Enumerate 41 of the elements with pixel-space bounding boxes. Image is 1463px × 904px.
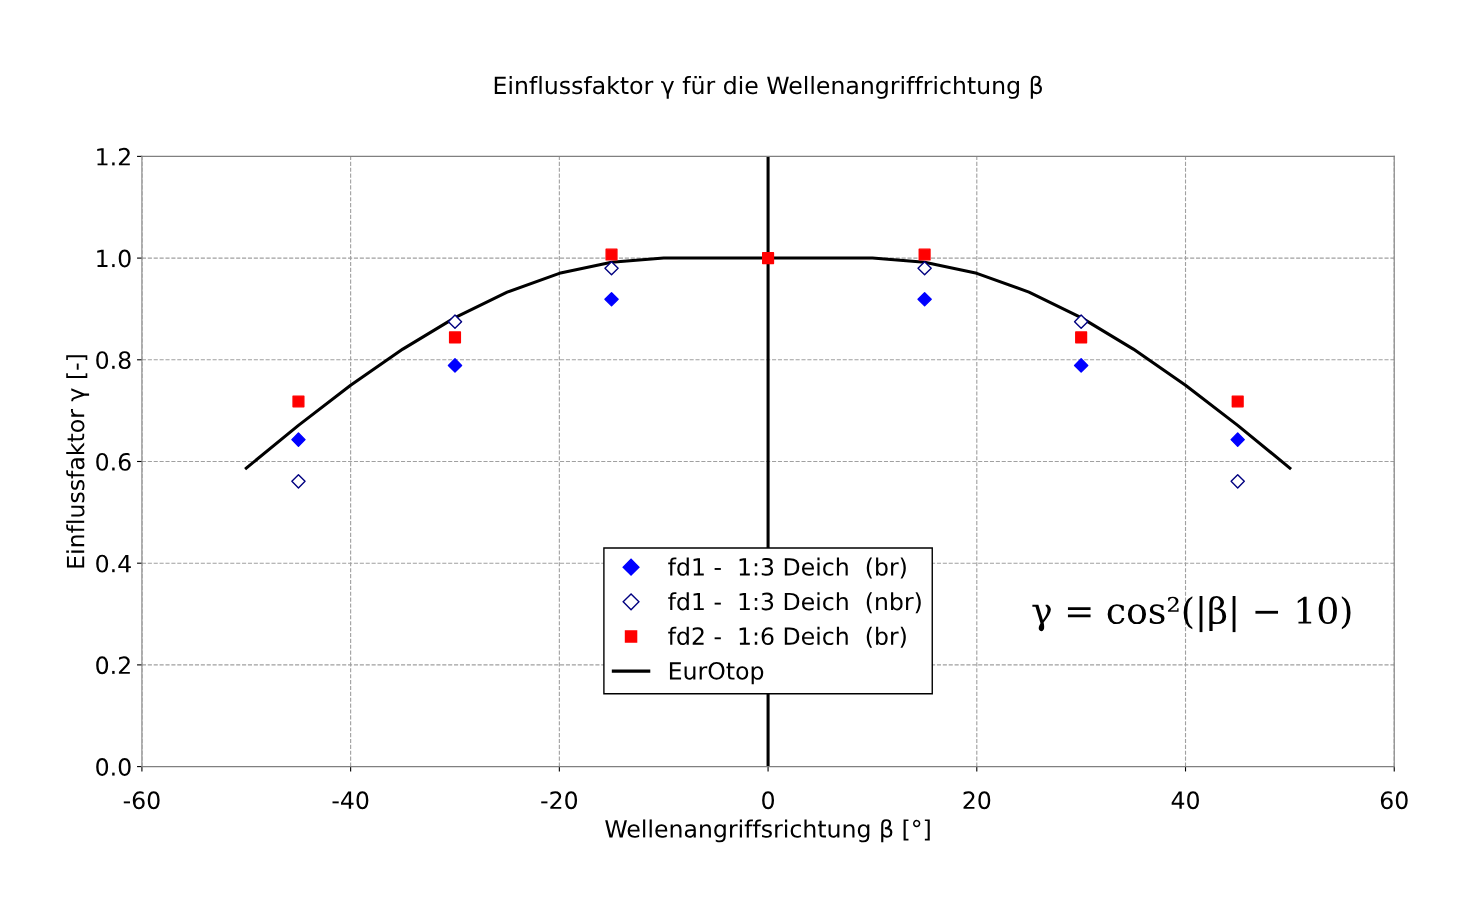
point [1075,331,1088,344]
point [604,260,619,276]
point [291,432,306,447]
point [605,248,618,261]
point [292,395,305,408]
y-tick-label: 0.2 [96,656,130,675]
y-tick-label: 1.2 [97,147,130,166]
x-axis-title: Wellenangriffsrichtung β [°] [605,819,930,843]
x-tick-label: 40 [1171,791,1199,810]
x-tick-label: 60 [1380,791,1408,810]
x-tick-label: 0 [762,791,775,810]
legend-label: EurOtop [669,661,764,685]
legend-label: fd1 - 1:3 Deich (br) [668,557,906,579]
point [447,314,463,329]
y-tick-label: 0.0 [96,758,131,776]
point [917,291,932,307]
point [1230,432,1245,447]
point [1231,395,1244,408]
point [604,291,619,307]
x-tick-label: -20 [541,791,578,810]
y-axis-title: Einflussfaktor γ [-] [66,355,90,568]
point [291,474,306,489]
point [1230,474,1245,489]
y-tick-label: 0.4 [96,554,131,573]
x-tick-label: -60 [123,791,160,810]
point [1073,314,1089,329]
point [1073,358,1089,373]
chart-title: Einflussfaktor γ für die Wellenangriffrichtung β [494,75,1042,99]
y-tick-label: 0.8 [96,351,131,370]
y-tick-label: 1.0 [97,249,131,268]
legend-label: fd2 - 1:6 Deich (br) [668,626,906,648]
x-tick-label: -40 [332,791,369,810]
x-tick-label: 20 [963,791,991,810]
annotation: γ = cos²(|β| − 10) [1032,595,1351,633]
y-tick-label: 0.6 [96,452,131,471]
legend-label: fd1 - 1:3 Deich (nbr) [668,592,921,614]
point [448,331,462,344]
point [917,260,932,276]
point [762,252,775,265]
point [918,248,931,261]
point [447,358,463,373]
